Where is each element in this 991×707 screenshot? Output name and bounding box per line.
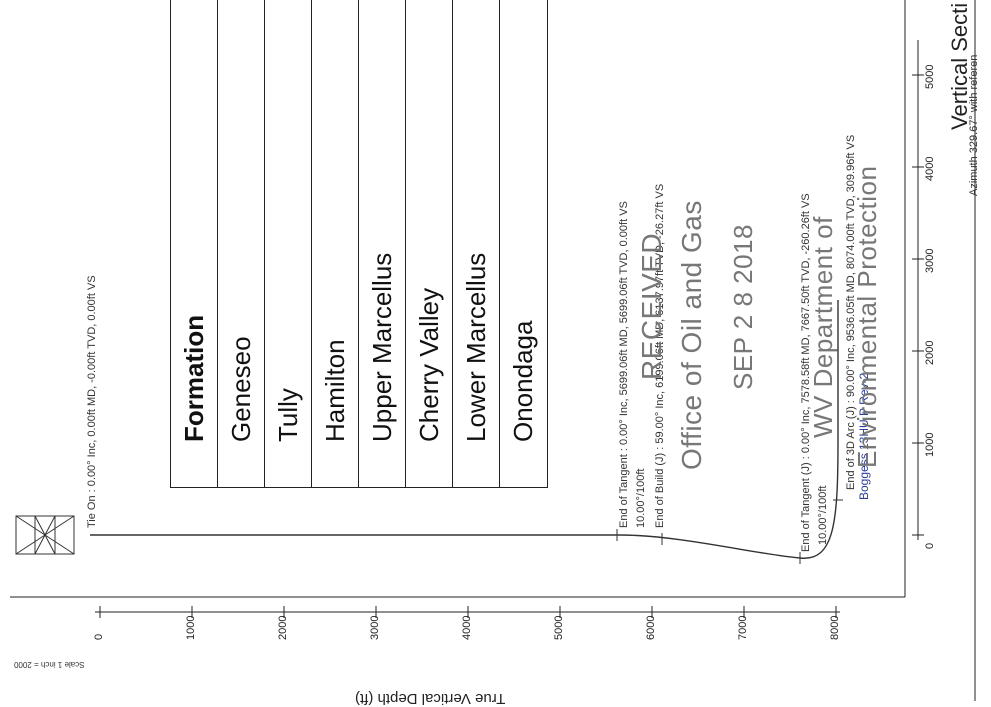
stamp-line-5: Environmental Protection [852,165,882,468]
formation-row: Upper Marcellus [359,0,406,487]
build-rate-2-annotation: 10.00°/100ft [817,485,829,545]
vs-tick-label: 4000 [924,156,936,181]
vs-tick-label: 2000 [924,340,936,365]
formation-name: Geneseo [226,336,256,442]
tvd-tick-label: 0 [93,633,105,640]
formation-row: Cherry Valley [406,0,453,487]
formation-name: Onondaga [508,320,538,442]
azimuth-label: Azimuth 329.67° with referen [968,54,980,196]
formation-name: Cherry Valley [414,287,444,442]
well-path-markers [616,499,843,564]
build-rate-annotation: 10.00°/100ft [635,468,647,528]
formation-row: Lower Marcellus [453,0,500,487]
drilling-rig-icon [15,515,75,555]
stamp-line-2: Office of Oil and Gas [676,200,707,470]
scale-note: Scale 1 inch = 2000 [14,660,85,669]
tvd-tick-label: 1000 [185,615,197,640]
tvd-tick-label: 4000 [461,615,473,640]
formation-row: Geneseo [218,0,265,487]
end-tangent-1-annotation: End of Tangent : 0.00° Inc, 5699.06ft MD… [618,201,630,528]
tvd-tick-label: 6000 [645,615,657,640]
tie-on-annotation: Tie On : 0.00° Inc, 0.00ft MD, -0.00ft T… [86,275,98,528]
formation-row: Tully [265,0,312,487]
formation-name: Lower Marcellus [461,252,491,442]
vs-tick-label: 5000 [924,64,936,89]
stamp-line-4: WV Department of [808,216,838,438]
tvd-tick-label: 7000 [737,615,749,640]
vs-tick-label: 0 [924,542,936,549]
formation-row: Onondaga [500,0,547,487]
formation-name: Upper Marcellus [367,252,397,442]
formation-table: Formation Geneseo Tully Hamilton Upper M… [170,0,548,488]
formation-name: Tully [273,388,303,442]
tvd-tick-label: 8000 [829,615,841,640]
vs-tick-label: 3000 [924,248,936,273]
formation-header-cell: Formation [171,0,218,487]
formation-row: Hamilton [312,0,359,487]
tvd-tick-label: 5000 [553,615,565,640]
tvd-tick-label: 3000 [369,615,381,640]
stamp-line-1: RECEIVED [636,232,667,380]
tvd-tick-label: 2000 [277,615,289,640]
formation-name: Hamilton [320,339,350,442]
vs-tick-label: 1000 [924,432,936,457]
formation-header: Formation [179,314,209,442]
tvd-axis-title: True Vertical Depth (ft) [355,690,506,707]
stamp-line-3: SEP 2 8 2018 [728,224,758,390]
